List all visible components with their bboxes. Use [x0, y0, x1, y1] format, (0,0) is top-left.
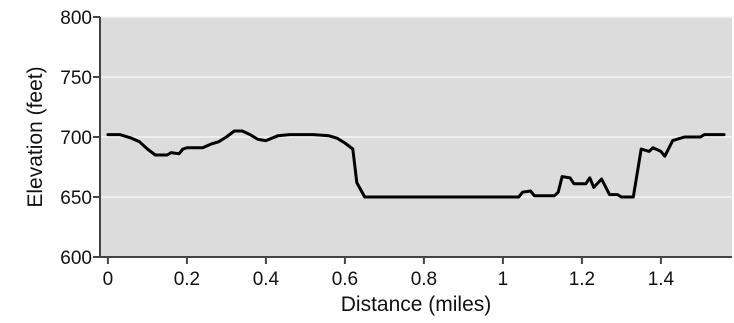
y-axis-label: Elevation (feet) — [24, 66, 47, 207]
y-tick-label: 700 — [60, 128, 92, 149]
x-tick-label: 1.4 — [648, 269, 675, 290]
x-axis-ticks: 0 0.2 0.4 0.6 0.8 1 1.2 1.4 — [103, 257, 675, 290]
y-tick-label: 650 — [60, 188, 92, 209]
x-tick-label: 1.2 — [569, 269, 595, 290]
x-tick-label: 0.4 — [253, 269, 280, 290]
elevation-line — [106, 129, 726, 199]
x-tick-label: 0.6 — [332, 269, 358, 290]
x-axis-label: Distance (miles) — [341, 293, 492, 316]
x-tick-label: 1 — [498, 269, 509, 290]
y-tick-label: 600 — [60, 248, 92, 269]
x-tick-label: 0.2 — [174, 269, 200, 290]
y-tick-label: 800 — [60, 8, 92, 29]
y-tick-label: 750 — [60, 68, 92, 89]
x-tick-label: 0 — [103, 269, 114, 290]
y-axis-ticks: 600 650 700 750 800 — [60, 8, 100, 269]
x-tick-label: 0.8 — [411, 269, 437, 290]
